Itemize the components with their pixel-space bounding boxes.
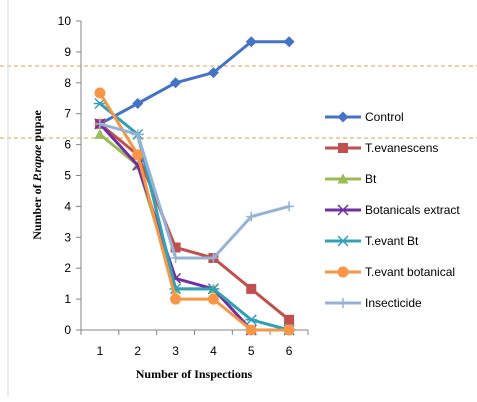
legend: Control T.evanescens Bt Botanicals extract T…	[325, 110, 460, 310]
data-point	[208, 253, 219, 264]
legend-label: Control	[365, 110, 404, 124]
series-line	[98, 102, 291, 332]
x-tick-label: 3	[172, 344, 179, 358]
legend-marker	[337, 204, 349, 216]
data-point	[245, 324, 257, 336]
y-tick-label: 1	[64, 292, 71, 306]
x-tick-label: 1	[97, 344, 104, 358]
y-tick-label: 8	[64, 76, 71, 90]
y-tick-label: 4	[64, 199, 71, 213]
plot-area: 0 1 2 3 4 5 6 7 8 9 10 1 2 3 4 5 6	[58, 14, 309, 358]
data-point	[170, 242, 181, 253]
series-5	[94, 87, 295, 336]
x-axis-title: Number of Inspections	[136, 367, 253, 381]
y-axis-title: Number of P.rapae pupae	[30, 110, 44, 240]
data-point	[246, 283, 257, 294]
legend-label: Bt	[365, 172, 377, 186]
data-point	[207, 283, 220, 295]
data-point	[132, 149, 144, 161]
y-axis-title-suffix: pupae	[30, 110, 44, 145]
data-point	[283, 324, 295, 336]
legend-label: T.evanescens	[365, 141, 438, 155]
y-tick-label: 10	[58, 14, 72, 28]
legend-marker	[337, 173, 349, 184]
legend-label: Insecticide	[365, 296, 422, 310]
legend-item: Botanicals extract	[325, 203, 460, 217]
legend-marker	[337, 266, 349, 278]
y-tick-label: 0	[64, 323, 71, 337]
y-tick-label: 6	[64, 138, 71, 152]
series-line	[98, 40, 291, 126]
x-tick-label: 4	[210, 344, 217, 358]
marker-stroke	[337, 204, 349, 216]
data-point	[207, 67, 219, 79]
data-point	[284, 314, 295, 325]
data-point	[94, 128, 106, 139]
legend-label: T.evant Bt	[365, 234, 419, 248]
data-point	[132, 129, 143, 140]
y-tick-label: 7	[64, 107, 71, 121]
legend-item: Bt	[325, 172, 377, 186]
data-point	[207, 293, 219, 305]
y-tick-label: 9	[64, 45, 71, 59]
legend-marker	[338, 298, 348, 308]
data-point	[170, 293, 182, 305]
data-point	[245, 314, 258, 326]
legend-item: T.evant botanical	[325, 265, 455, 279]
data-point	[283, 36, 295, 48]
y-tick-label: 3	[64, 230, 71, 244]
y-axis-title-species: P.rapae	[30, 144, 44, 181]
legend-marker	[337, 235, 349, 247]
y-tick-label: 5	[64, 169, 71, 183]
data-point	[245, 36, 257, 48]
legend-label: Botanicals extract	[365, 203, 460, 217]
legend-item: Insecticide	[325, 296, 422, 310]
data-point	[94, 118, 105, 129]
x-tick-label: 5	[248, 344, 255, 358]
legend-item: Control	[325, 110, 404, 124]
legend-marker	[337, 111, 349, 123]
legend-item: T.evanescens	[325, 141, 438, 155]
series-line	[98, 91, 291, 332]
data-point	[94, 87, 106, 99]
x-tick-label: 6	[286, 344, 293, 358]
series-line	[98, 122, 291, 322]
legend-marker	[338, 143, 348, 153]
y-axis-title-prefix: Number of	[30, 181, 44, 239]
data-point	[170, 253, 181, 264]
series-6	[94, 118, 295, 264]
data-point	[132, 98, 144, 110]
legend-item: T.evant Bt	[325, 234, 419, 248]
y-tick-label: 2	[64, 261, 71, 275]
data-point	[246, 211, 257, 222]
data-point	[170, 77, 182, 89]
x-tick-label: 2	[134, 344, 141, 358]
legend-label: T.evant botanical	[365, 265, 455, 279]
data-point	[284, 201, 295, 212]
series-line	[98, 122, 291, 260]
